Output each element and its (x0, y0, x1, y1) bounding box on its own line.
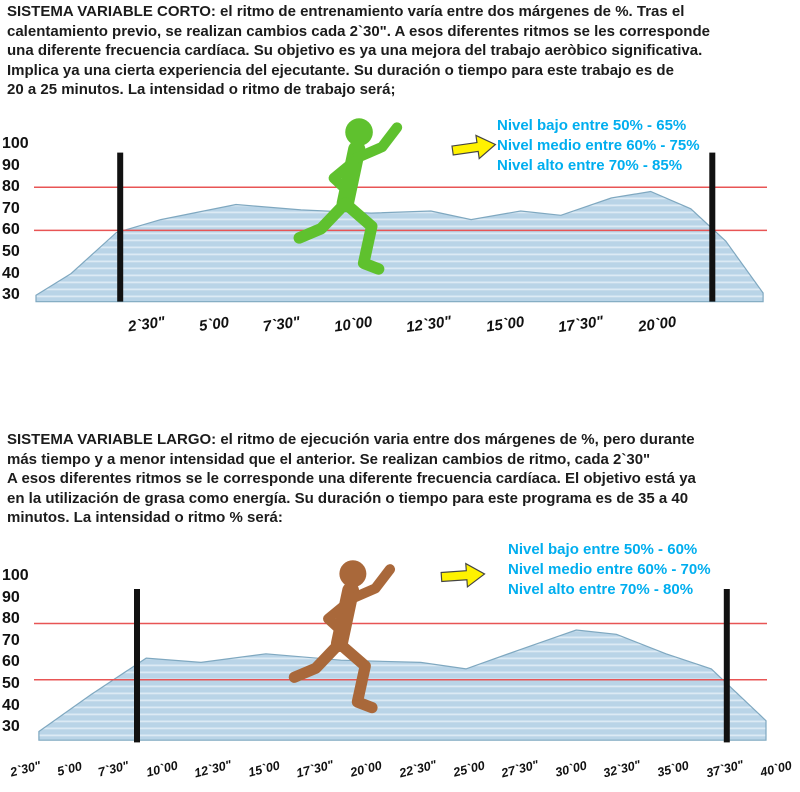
chart-sistema-variable-corto: 100 90 80 70 60 50 40 30 Nivel bajo entre 50% -… (0, 117, 800, 364)
arrow-right-icon (451, 134, 497, 160)
intensity-area-plot (34, 152, 767, 303)
x-axis-tick-label: 15`00 (246, 758, 282, 780)
x-axis-tick-label: 2`30" (8, 758, 43, 780)
x-axis-tick-label: 5`00 (55, 759, 84, 779)
y-axis-tick-label: 100 (2, 567, 29, 584)
x-axis-tick-label: 10`00 (144, 758, 179, 780)
x-axis-tick-label: 20`00 (349, 758, 384, 780)
y-axis-tick-label: 60 (2, 221, 20, 239)
y-axis-tick-label: 80 (2, 610, 20, 628)
x-axis-tick-label: 32`30" (602, 757, 643, 781)
intensity-levels: Nivel bajo entre 50% - 60% Nivel medio en… (508, 540, 711, 600)
intensity-area-plot (34, 589, 767, 743)
y-axis-tick-label: 50 (2, 243, 20, 260)
x-axis-tick-label: 40`00 (758, 758, 793, 780)
x-axis-tick-label: 27`30" (499, 757, 540, 781)
intensity-levels: Nivel bajo entre 50% - 65% Nivel medio en… (497, 116, 700, 176)
x-axis-tick-label: 7`30" (262, 313, 302, 336)
x-axis-tick-label: 37`30" (704, 757, 745, 781)
y-axis-tick-label: 80 (2, 178, 20, 196)
x-axis-tick-label: 25`00 (451, 758, 486, 780)
x-axis-tick-label: 17`30" (295, 757, 336, 781)
y-axis-tick-label: 60 (2, 653, 20, 671)
y-axis-tick-label: 40 (2, 264, 20, 282)
x-axis-labels: 2`30" 5`00 7`30" 10`00 12`30" 15`00 17`30" 20`0… (9, 758, 793, 781)
intensity-level-label: Nivel bajo entre 50% - 65% (497, 117, 687, 134)
y-axis-tick-label: 90 (2, 588, 20, 606)
y-axis-tick-label: 40 (2, 696, 20, 714)
x-axis-tick-label: 20`00 (636, 313, 677, 336)
y-axis-tick-label: 70 (2, 631, 20, 649)
x-axis-tick-label: 7`30" (97, 758, 131, 780)
x-axis-labels: 2`30" 5`00 7`30" 10`00 12`30" 15`00 17`30" 20`0… (126, 312, 677, 337)
x-axis-tick-label: 5`00 (198, 313, 231, 336)
intensity-level-label: Nivel alto entre 70% - 85% (497, 157, 683, 174)
chart-sistema-variable-largo: 100 90 80 70 60 50 40 30 Nivel bajo entre 50% -… (0, 541, 800, 792)
intensity-level-label: Nivel alto entre 70% - 80% (508, 581, 694, 598)
x-axis-tick-label: 12`30" (192, 757, 233, 781)
y-axis-tick-label: 30 (2, 718, 20, 736)
paragraph-sistema-variable-largo: SISTEMA VARIABLE LARGO: el ritmo de ejec… (7, 431, 696, 526)
x-axis-tick-label: 22`30" (397, 757, 438, 781)
x-axis-tick-label: 35`00 (656, 758, 691, 780)
x-axis-tick-label: 17`30" (557, 312, 605, 337)
x-axis-tick-label: 2`30" (126, 313, 167, 336)
intensity-level-label: Nivel medio entre 60% - 75% (497, 137, 700, 154)
runner-icon (288, 560, 396, 714)
arrow-right-icon (440, 562, 486, 589)
y-axis-tick-label: 30 (2, 286, 20, 304)
x-axis-tick-label: 12`30" (405, 312, 453, 337)
intensity-level-label: Nivel bajo entre 50% - 60% (508, 541, 698, 558)
x-axis-tick-label: 30`00 (553, 758, 589, 780)
y-axis-tick-label: 70 (2, 199, 20, 217)
intensity-level-label: Nivel medio entre 60% - 70% (508, 561, 711, 578)
x-axis-tick-label: 10`00 (333, 313, 374, 336)
paragraph-sistema-variable-corto: SISTEMA VARIABLE CORTO: el ritmo de entr… (7, 3, 710, 98)
runner-icon (293, 118, 403, 275)
y-axis-tick-label: 90 (2, 156, 20, 174)
y-axis-tick-label: 50 (2, 675, 20, 692)
y-axis-tick-label: 100 (2, 135, 29, 152)
x-axis-tick-label: 15`00 (484, 313, 526, 336)
